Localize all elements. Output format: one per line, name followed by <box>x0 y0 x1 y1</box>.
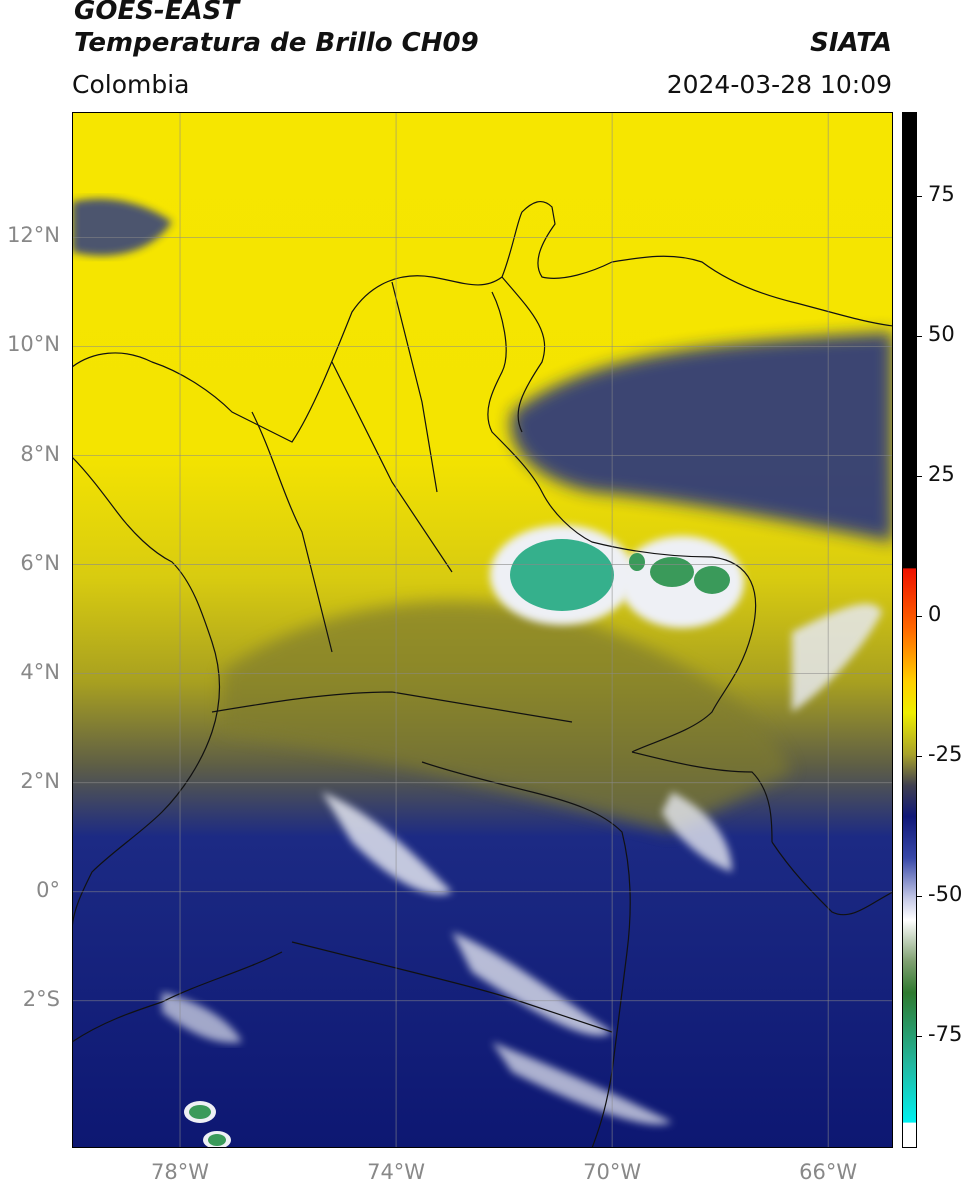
convection-streak-3 <box>492 1042 672 1125</box>
convection-streak-4 <box>162 992 242 1043</box>
peru-border <box>291 941 613 1033</box>
satellite-map <box>72 112 893 1148</box>
internal-boundary-2 <box>331 361 453 573</box>
colorbar-tick <box>917 1036 922 1037</box>
lat-tick-label: 6°N <box>20 550 60 575</box>
colorbar-tick <box>917 616 922 617</box>
colorbar-tick-label: 50 <box>928 322 955 346</box>
map-canvas <box>72 112 893 1148</box>
colorbar-tick-label: 25 <box>928 462 955 486</box>
convection-streak-5 <box>662 792 732 872</box>
colorbar-tick-label: -75 <box>928 1022 963 1046</box>
internal-boundary-4 <box>211 691 573 723</box>
cloud-patch-northwest <box>72 198 172 256</box>
cloud-band-northeast <box>510 332 893 542</box>
datetime-label: 2024-03-28 10:09 <box>666 70 892 99</box>
colorbar-tick <box>917 756 922 757</box>
colorbar-fill <box>902 112 917 1148</box>
brazil-border-north <box>631 751 773 843</box>
lat-tick-label: 4°N <box>20 659 60 684</box>
lon-tick-label: 66°W <box>799 1160 858 1184</box>
border-southeast <box>771 841 893 916</box>
storm-cell-core-4 <box>208 1134 226 1146</box>
mid-band-central <box>222 601 792 832</box>
colorbar-tick-label: -25 <box>928 742 963 766</box>
convection-streak-1 <box>322 792 452 895</box>
internal-boundary-1 <box>251 411 333 653</box>
lon-tick-label: 70°W <box>583 1160 642 1184</box>
colorbar-tick <box>917 896 922 897</box>
colorbar <box>902 112 917 1148</box>
storm-cell-core-3 <box>189 1105 211 1119</box>
agency-label: SIATA <box>810 28 892 58</box>
colorbar-tick <box>917 336 922 337</box>
lat-tick-label: 12°N <box>7 223 60 248</box>
storm-cell-core-2a <box>650 557 694 587</box>
colorbar-tick-label: -50 <box>928 882 963 906</box>
lat-tick-label: 0° <box>36 877 60 902</box>
caribbean-coast <box>72 200 893 443</box>
region-label: Colombia <box>72 70 190 99</box>
lat-tick-label: 2°S <box>22 986 60 1011</box>
lat-tick-label: 2°N <box>20 768 60 793</box>
internal-boundary-3 <box>391 281 438 493</box>
storm-cell-core-2c <box>629 553 645 571</box>
ecuador-border <box>72 951 283 1043</box>
graticule <box>72 112 893 1148</box>
storm-cell-core-2b <box>694 566 730 594</box>
colorbar-tick-label: 75 <box>928 182 955 206</box>
lat-tick-label: 8°N <box>20 441 60 466</box>
product-title: Temperatura de Brillo CH09 <box>74 28 479 58</box>
convection-streak-6 <box>792 603 882 712</box>
convection-streak-2 <box>452 932 612 1036</box>
map-frame <box>72 112 893 1148</box>
lon-tick-label: 74°W <box>367 1160 426 1184</box>
colorbar-tick <box>917 476 922 477</box>
lon-tick-label: 78°W <box>151 1160 210 1184</box>
pacific-coast <box>72 456 221 933</box>
coastlines-borders <box>72 200 893 1148</box>
colorbar-tick-label: 0 <box>928 602 942 626</box>
colorbar-tick <box>917 196 922 197</box>
storm-cell-core-1 <box>510 539 614 611</box>
colorbar-frame <box>902 112 917 1148</box>
lat-tick-label: 10°N <box>7 332 60 357</box>
satellite-title: GOES-EAST <box>74 0 240 26</box>
lake-maracaibo <box>501 276 546 433</box>
